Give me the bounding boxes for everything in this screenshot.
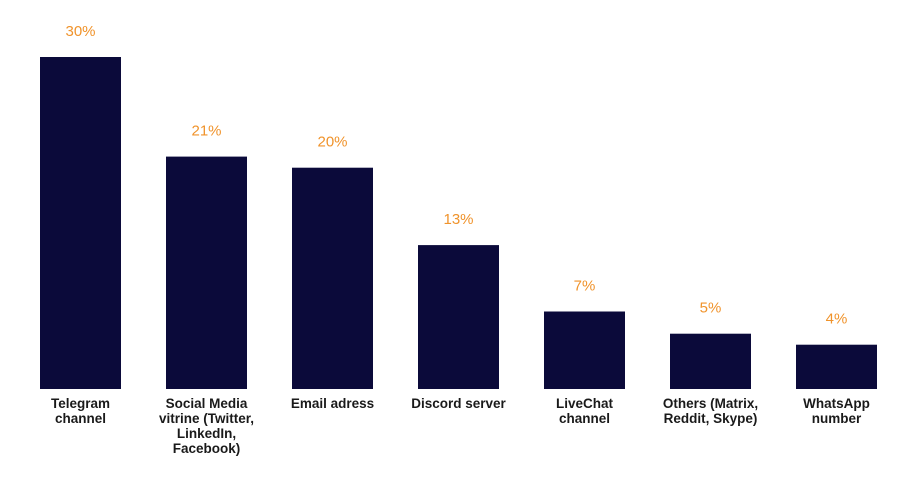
category-label-1-line-0: Social Media <box>166 396 248 411</box>
value-label-2: 20% <box>317 134 347 151</box>
category-label-5: Others (Matrix, Reddit, Skype) <box>663 396 758 426</box>
bar-1 <box>166 156 247 389</box>
value-label-3: 13% <box>443 211 473 228</box>
category-label-0: Telegram channel <box>51 396 110 426</box>
category-label-2: Email adress <box>291 396 374 411</box>
bars-group <box>40 57 877 389</box>
category-label-2-line-0: Email adress <box>291 396 374 411</box>
bar-0 <box>40 57 121 389</box>
category-label-6-line-0: WhatsApp <box>803 396 870 411</box>
category-label-4-line-0: LiveChat <box>556 396 614 411</box>
value-label-0: 30% <box>65 23 95 40</box>
bar-6 <box>796 344 877 389</box>
category-label-6-line-1: number <box>812 411 862 426</box>
value-labels-group: 30% 21% 20% 13% 7% 5% 4% <box>65 23 847 328</box>
category-label-6: WhatsApp number <box>803 396 870 426</box>
bar-5 <box>670 333 751 389</box>
category-label-4-line-1: channel <box>559 411 610 426</box>
category-label-4: LiveChat channel <box>556 396 614 426</box>
bar-3 <box>418 245 499 389</box>
value-label-4: 7% <box>574 278 596 295</box>
category-label-1-line-1: vitrine (Twitter, <box>159 411 254 426</box>
value-label-6: 4% <box>826 311 848 328</box>
category-label-3-line-0: Discord server <box>411 396 506 411</box>
category-label-0-line-0: Telegram <box>51 396 110 411</box>
category-label-5-line-0: Others (Matrix, <box>663 396 758 411</box>
category-label-1: Social Media vitrine (Twitter, LinkedIn, Fa… <box>159 396 254 456</box>
category-label-1-line-2: LinkedIn, <box>177 426 236 441</box>
value-label-1: 21% <box>191 123 221 140</box>
category-label-5-line-1: Reddit, Skype) <box>664 411 758 426</box>
bar-2 <box>292 167 373 389</box>
value-label-5: 5% <box>700 300 722 317</box>
category-label-1-line-3: Facebook) <box>173 441 241 456</box>
category-label-3: Discord server <box>411 396 506 411</box>
bar-4 <box>544 311 625 389</box>
category-label-0-line-1: channel <box>55 411 106 426</box>
